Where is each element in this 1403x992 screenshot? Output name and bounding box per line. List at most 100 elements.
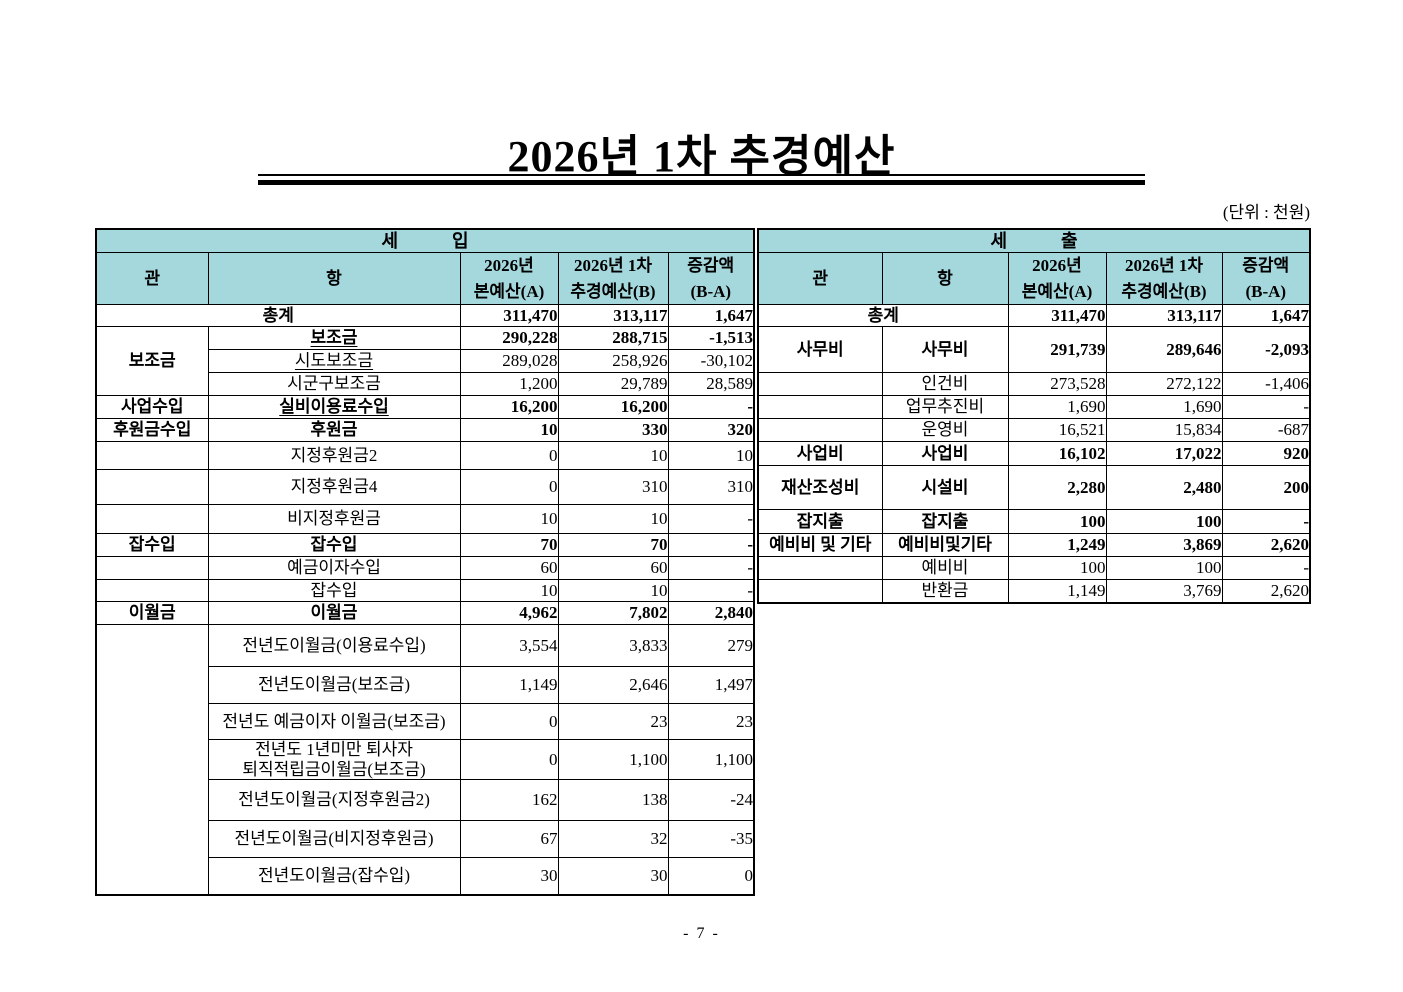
cell-gwan: [757, 395, 883, 419]
table-row: 예비비 100 100-: [757, 556, 1311, 580]
table-row: 잡수입 잡수입 70 70-: [95, 533, 755, 557]
cell-gwan: [95, 556, 209, 580]
revenue-table-body: 총계 311,470 313,117 1,647 보조금 보조금 290,228 288,71…: [95, 304, 755, 896]
cell-hang: 시도보조금: [207, 349, 461, 373]
cell-gwan: [95, 469, 209, 505]
cell-gwan: 이월금: [95, 601, 209, 625]
cell-budget-b: 1,690: [1105, 395, 1223, 419]
table-row: 지정후원금4 0 310 310: [95, 469, 755, 505]
cell-gwan: 잡지출: [757, 509, 883, 534]
cell-budget-a: 162: [459, 779, 559, 822]
cell-budget-a: 290,228: [459, 326, 559, 350]
cell-gwan: 사무비: [757, 326, 883, 373]
cell-diff: 1,647: [1221, 304, 1311, 327]
table-row: 전년도이월금(잡수입) 30 30 0: [96, 857, 755, 896]
table-row: 시군구보조금 1,200 29,789 28,589: [96, 372, 755, 396]
revenue-table-title: 세 입: [95, 228, 755, 253]
cell-hang: 업무추진비: [881, 395, 1009, 419]
cell-budget-a: 70: [459, 533, 559, 557]
cell-budget-a: 289,028: [459, 349, 559, 373]
cell-gwan: [757, 579, 883, 603]
cell-hang: 전년도이월금(비지정후원금): [207, 820, 461, 859]
table-row: 예비비 및 기타 예비비및기타 1,249 3,869 2,620: [757, 533, 1311, 557]
cell-budget-a: 10: [459, 418, 559, 442]
table-row: 총계 311,470 313,117 1,647: [757, 304, 1311, 327]
table-row: 전년도이월금(비지정후원금) 67 32 -35: [96, 820, 755, 859]
cell-hang: 잡수입: [207, 533, 461, 557]
cell-diff: -: [667, 556, 755, 580]
table-row: 전년도 예금이자 이월금(보조금) 0 23 23: [96, 703, 755, 740]
cell-budget-a: 1,149: [1007, 579, 1107, 603]
cell-hang: 예금이자수입: [207, 556, 461, 580]
cell-diff: -: [667, 533, 755, 557]
cell-budget-b: 3,769: [1105, 579, 1223, 603]
cell-total-label: 총계: [757, 304, 1009, 327]
cell-gwan: 잡수입: [95, 533, 209, 557]
revenue-table: 세 입 관 항 2026년 본예산(A) 2026년 1차 추경예산(B) 증감…: [95, 228, 755, 896]
cell-budget-b: 60: [557, 556, 669, 580]
cell-budget-b: 100: [1105, 509, 1223, 534]
cell-hang: 이월금: [207, 601, 461, 625]
cell-hang: 지정후원금2: [207, 441, 461, 470]
cell-budget-a: 4,962: [459, 601, 559, 625]
cell-diff: -1,513: [667, 326, 755, 350]
cell-diff: 310: [667, 469, 755, 505]
cell-budget-b: 258,926: [557, 349, 669, 373]
cell-budget-a: 60: [459, 556, 559, 580]
cell-budget-b: 10: [557, 441, 669, 470]
cell-budget-a: 311,470: [1007, 304, 1107, 327]
cell-diff: -2,093: [1221, 326, 1311, 373]
cell-hang: 운영비: [881, 418, 1009, 442]
cell-budget-b: 23: [557, 703, 669, 740]
cell-budget-b: 17,022: [1105, 441, 1223, 466]
page-title: 2026년 1차 추경예산: [507, 132, 896, 181]
cell-gwan: 재산조성비: [757, 465, 883, 510]
cell-budget-b: 29,789: [557, 372, 669, 396]
cell-budget-a: 0: [459, 738, 559, 781]
cell-budget-b: 10: [557, 579, 669, 602]
cell-budget-b: 100: [1105, 556, 1223, 580]
cell-budget-a: 100: [1007, 556, 1107, 580]
cell-budget-b: 70: [557, 533, 669, 557]
cell-budget-a: 1,149: [459, 666, 559, 704]
budget-tables: 세 입 관 항 2026년 본예산(A) 2026년 1차 추경예산(B) 증감…: [95, 228, 1311, 896]
cell-diff: -: [1221, 509, 1311, 534]
table-row: 전년도이월금(지정후원금2) 162 138 -24: [96, 779, 755, 822]
cell-diff: 920: [1221, 441, 1311, 466]
cell-diff: -: [667, 504, 755, 534]
table-row: 후원금수입 후원금 10 330 320: [95, 418, 755, 442]
cell-hang: 후원금: [207, 418, 461, 442]
cell-budget-a: 16,200: [459, 395, 559, 419]
table-row: 예금이자수입 60 60-: [95, 556, 755, 580]
cell-budget-b: 2,646: [557, 666, 669, 704]
cell-budget-a: 273,528: [1007, 372, 1107, 396]
table-row: 운영비 16,521 15,834 -687: [757, 418, 1311, 442]
revenue-banner-row: 세 입: [95, 228, 755, 253]
table-row: 사업수입 실비이용료수입 16,200 16,200-: [95, 395, 755, 419]
cell-hang: 실비이용료수입: [207, 395, 461, 419]
cell-budget-a: 100: [1007, 509, 1107, 534]
cell-diff: 23: [667, 703, 755, 740]
table-row: 보조금 보조금 290,228 288,715 -1,513: [95, 326, 755, 396]
cell-diff: 1,497: [667, 666, 755, 704]
cell-budget-a: 1,249: [1007, 533, 1107, 557]
page-number: - 7 -: [683, 925, 720, 942]
cell-budget-b: 16,200: [557, 395, 669, 419]
cell-gwan: 보조금: [95, 326, 209, 396]
cell-hang: 시군구보조금: [207, 372, 461, 396]
cell-hang: 예비비및기타: [881, 533, 1009, 557]
table-row: 사업비 사업비 16,102 17,022 920: [757, 441, 1311, 466]
cell-budget-a: 10: [459, 579, 559, 602]
cell-budget-a: 0: [459, 469, 559, 505]
table-row: 전년도이월금(이용료수입) 3,554 3,833 279: [95, 623, 755, 896]
cell-hang: 전년도이월금(지정후원금2): [207, 779, 461, 822]
cell-budget-b: 2,480: [1105, 465, 1223, 510]
col-header-budget-a: 2026년 본예산(A): [459, 252, 559, 305]
cell-gwan: 후원금수입: [95, 418, 209, 442]
cell-budget-b: 3,833: [557, 624, 669, 667]
cell-budget-b: 15,834: [1105, 418, 1223, 442]
cell-diff: -1,406: [1221, 372, 1311, 396]
cell-diff: -24: [667, 779, 755, 822]
col-header-hang: 항: [881, 252, 1009, 305]
cell-diff: -30,102: [667, 349, 755, 373]
